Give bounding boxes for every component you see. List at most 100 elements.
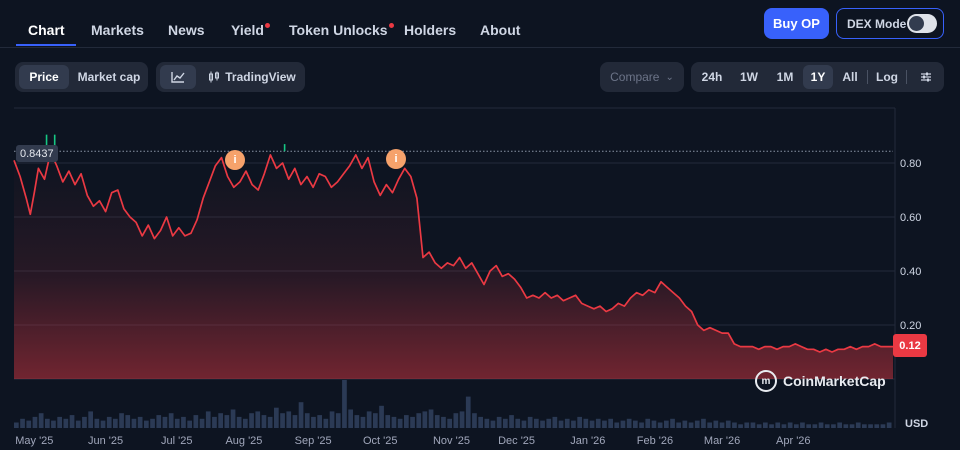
volume-bar [236, 416, 242, 428]
volume-bar [831, 424, 836, 428]
event-marker-icon[interactable]: i [386, 149, 406, 169]
tab-chart[interactable]: Chart [28, 22, 65, 38]
compare-dropdown[interactable]: Compare ⌄ [600, 62, 684, 92]
x-tick-label: Jul '25 [161, 435, 192, 447]
volume-bar [354, 415, 360, 428]
volume-bar [787, 422, 793, 428]
range-1w-button[interactable]: 1W [740, 70, 758, 84]
range-1y-button[interactable]: 1Y [803, 65, 833, 89]
tab-yield[interactable]: Yield [231, 22, 270, 38]
range-all-button[interactable]: All [842, 70, 858, 84]
compare-label: Compare [610, 70, 660, 84]
volume-bar [199, 418, 205, 428]
x-axis-ticks: May '25 Jun '25 Jul '25 Aug '25 Sep '25 Oct '… [15, 435, 810, 447]
volume-bar [626, 418, 632, 428]
volume-bar [868, 424, 873, 428]
volume-bar [410, 416, 415, 428]
volume-bar [595, 418, 601, 428]
market-cap-button[interactable]: Market cap [77, 70, 141, 84]
volume-bar [174, 418, 180, 428]
volume-bar [317, 415, 322, 428]
volume-bar [113, 418, 118, 428]
range-1m-button[interactable]: 1M [776, 70, 794, 84]
tradingview-label: TradingView [225, 70, 296, 84]
volume-bar [756, 424, 762, 428]
volume-bar [168, 413, 174, 428]
volume-bar [583, 418, 589, 428]
volume-bar [527, 416, 533, 428]
volume-bar [125, 415, 131, 428]
volume-bar [150, 418, 155, 428]
tab-markets[interactable]: Markets [91, 22, 144, 38]
event-marker-icon[interactable]: i [225, 150, 245, 170]
volume-bar [181, 416, 186, 428]
volume-bar [385, 415, 391, 428]
tab-token-unlocks[interactable]: Token Unlocks [289, 22, 394, 38]
volume-bar [855, 422, 861, 428]
volume-bar [694, 420, 700, 428]
volume-bar [713, 420, 719, 428]
volume-bar [732, 422, 737, 428]
volume-bar [212, 416, 217, 428]
volume-bar [874, 424, 880, 428]
volume-bar [775, 422, 781, 428]
volume-bar [137, 416, 143, 428]
price-button[interactable]: Price [19, 65, 69, 89]
volume-bar [366, 411, 372, 428]
x-tick-label: Apr '26 [776, 435, 811, 447]
volume-bar [738, 424, 743, 428]
x-tick-label: Sep '25 [295, 435, 332, 447]
last-price-label: 0.12 [893, 334, 927, 357]
volume-bar [335, 413, 341, 428]
coinmarketcap-watermark: m CoinMarketCap [755, 370, 886, 392]
divider [867, 70, 868, 84]
volume-bar [422, 411, 428, 428]
volume-bar [725, 420, 731, 428]
volume-bar [162, 416, 168, 428]
volume-bar [633, 420, 638, 428]
tab-about[interactable]: About [480, 22, 521, 38]
chart-settings-button[interactable] [912, 65, 940, 89]
volume-bar [404, 415, 409, 428]
line-chart-button[interactable] [160, 65, 196, 89]
x-tick-label: May '25 [15, 435, 53, 447]
volume-bar [509, 415, 514, 428]
volume-bar [261, 415, 267, 428]
volume-bar [224, 415, 230, 428]
volume-bar [534, 418, 539, 428]
volume-bar [880, 424, 886, 428]
y-tick-label: 0.80 [900, 158, 921, 170]
buy-button[interactable]: Buy OP [764, 8, 829, 39]
volume-bar [657, 422, 663, 428]
volume-bar [69, 415, 75, 428]
volume-bar [323, 418, 329, 428]
sliders-icon [921, 72, 931, 82]
volume-bar [472, 413, 477, 428]
volume-bar [843, 424, 849, 428]
volume-bar [676, 422, 681, 428]
volume-bar [540, 420, 545, 428]
volume-bar [230, 409, 236, 428]
volume-bar [763, 422, 768, 428]
volume-bar [94, 418, 100, 428]
volume-bar [249, 413, 254, 428]
tab-news[interactable]: News [168, 22, 205, 38]
volume-bar [602, 420, 607, 428]
x-tick-label: Nov '25 [433, 435, 470, 447]
top-nav: Chart Markets News Yield Token Unlocks H… [0, 0, 960, 48]
tab-holders[interactable]: Holders [404, 22, 457, 38]
volume-bar [434, 415, 440, 428]
currency-label: USD [905, 418, 929, 430]
volume-bar [255, 411, 261, 428]
volume-bar [750, 422, 756, 428]
range-24h-button[interactable]: 24h [701, 70, 723, 84]
tradingview-button[interactable]: TradingView [204, 65, 300, 89]
chevron-down-icon: ⌄ [665, 71, 674, 83]
log-scale-button[interactable]: Log [876, 70, 898, 84]
x-tick-label: Oct '25 [363, 435, 398, 447]
chart-style-switch: TradingView [156, 62, 305, 92]
dex-mode-toggle[interactable]: DEX Mode [836, 8, 944, 39]
volume-bar [428, 409, 434, 428]
toggle-switch[interactable] [907, 14, 937, 33]
